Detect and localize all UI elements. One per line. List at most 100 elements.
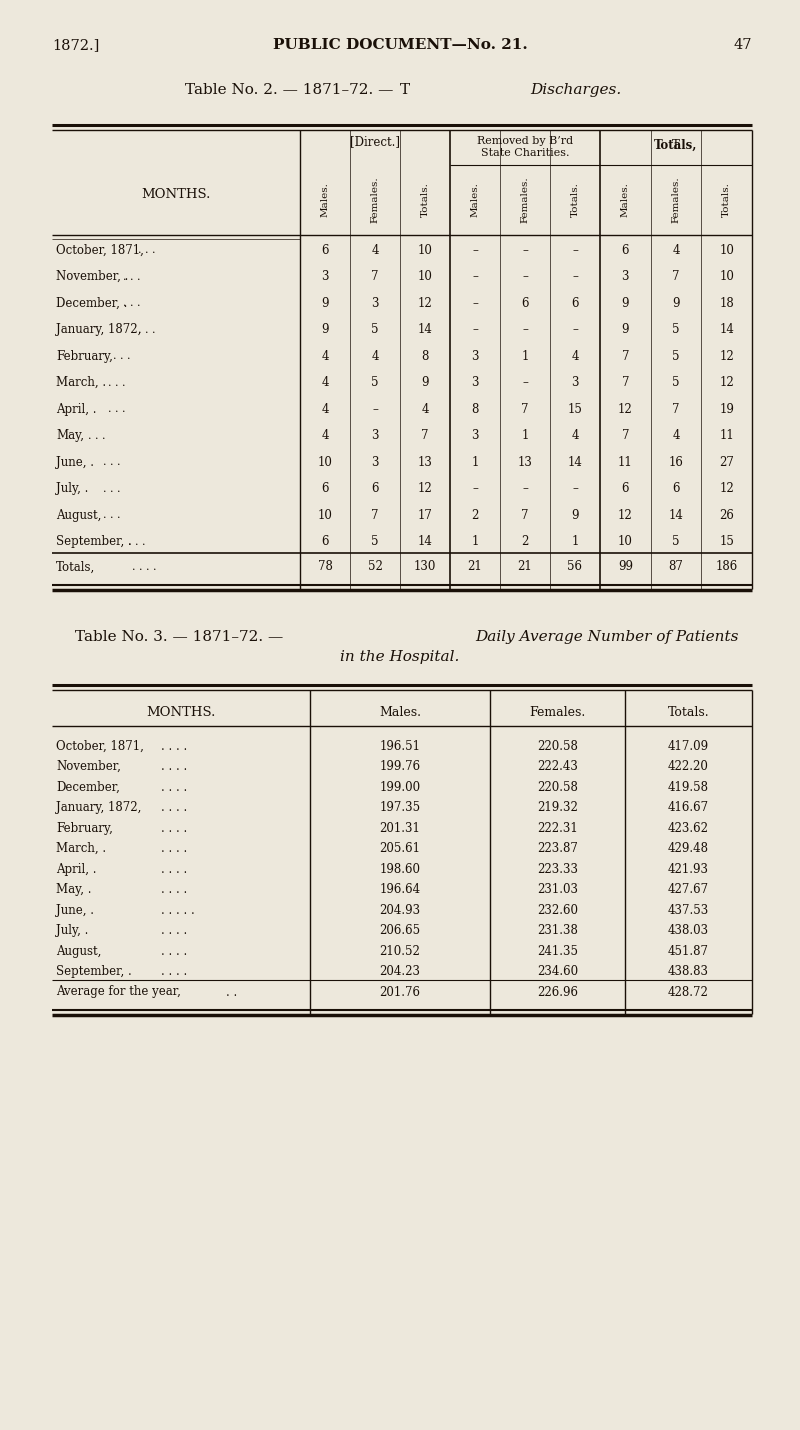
Text: 204.93: 204.93 xyxy=(379,904,421,917)
Text: Females.: Females. xyxy=(530,705,586,718)
Text: 6: 6 xyxy=(672,482,680,495)
Text: 11: 11 xyxy=(719,429,734,442)
Text: 3: 3 xyxy=(371,429,378,442)
Text: 15: 15 xyxy=(567,403,582,416)
Text: . . . .: . . . . xyxy=(161,781,187,794)
Text: 1: 1 xyxy=(571,535,578,548)
Text: . . .: . . . xyxy=(103,511,121,521)
Text: 198.60: 198.60 xyxy=(379,862,421,875)
Text: Totals,: Totals, xyxy=(56,561,95,573)
Text: June, .: June, . xyxy=(56,904,94,917)
Text: February,: February, xyxy=(56,822,113,835)
Text: 199.76: 199.76 xyxy=(379,761,421,774)
Text: 428.72: 428.72 xyxy=(668,985,709,998)
Text: 27: 27 xyxy=(719,456,734,469)
Text: MONTHS.: MONTHS. xyxy=(142,189,210,202)
Text: 12: 12 xyxy=(618,403,633,416)
Text: 130: 130 xyxy=(414,561,436,573)
Text: Males.: Males. xyxy=(621,183,630,217)
Text: November,: November, xyxy=(56,761,121,774)
Text: 3: 3 xyxy=(571,376,578,389)
Text: January, 1872,: January, 1872, xyxy=(56,801,142,814)
Text: 204.23: 204.23 xyxy=(379,965,421,978)
Text: June, .: June, . xyxy=(56,456,94,469)
Text: 7: 7 xyxy=(622,429,629,442)
Text: 4: 4 xyxy=(322,403,329,416)
Text: 10: 10 xyxy=(318,509,333,522)
Text: . . .: . . . xyxy=(138,325,155,335)
Text: 201.76: 201.76 xyxy=(379,985,421,998)
Text: 7: 7 xyxy=(371,270,378,283)
Text: 9: 9 xyxy=(571,509,578,522)
Text: 4: 4 xyxy=(672,429,680,442)
Text: 47: 47 xyxy=(734,39,752,51)
Text: 3: 3 xyxy=(371,297,378,310)
Text: 422.20: 422.20 xyxy=(668,761,709,774)
Text: May, .: May, . xyxy=(56,884,91,897)
Text: 21: 21 xyxy=(468,561,482,573)
Text: 4: 4 xyxy=(571,350,578,363)
Text: 4: 4 xyxy=(322,350,329,363)
Text: . . .: . . . xyxy=(128,536,146,546)
Text: 5: 5 xyxy=(672,323,680,336)
Text: 205.61: 205.61 xyxy=(379,842,421,855)
Text: MONTHS.: MONTHS. xyxy=(146,705,216,718)
Text: . . .: . . . xyxy=(138,246,155,255)
Text: 10: 10 xyxy=(418,270,433,283)
Text: 2: 2 xyxy=(471,509,478,522)
Text: 9: 9 xyxy=(672,297,680,310)
Text: 14: 14 xyxy=(567,456,582,469)
Text: . . .: . . . xyxy=(88,430,106,440)
Text: 14: 14 xyxy=(418,535,433,548)
Text: 9: 9 xyxy=(322,297,329,310)
Text: 427.67: 427.67 xyxy=(668,884,709,897)
Text: 6: 6 xyxy=(322,243,329,257)
Text: 9: 9 xyxy=(622,297,629,310)
Text: Table No. 2. — 1871–72. —: Table No. 2. — 1871–72. — xyxy=(185,83,398,97)
Text: 231.38: 231.38 xyxy=(537,924,578,937)
Text: 8: 8 xyxy=(471,403,478,416)
Text: 12: 12 xyxy=(418,482,432,495)
Text: 437.53: 437.53 xyxy=(668,904,709,917)
Text: 219.32: 219.32 xyxy=(537,801,578,814)
Text: January, 1872,: January, 1872, xyxy=(56,323,142,336)
Text: 5: 5 xyxy=(371,535,378,548)
Text: 4: 4 xyxy=(422,403,429,416)
Text: 7: 7 xyxy=(371,509,378,522)
Text: . . . .: . . . . xyxy=(161,822,187,835)
Text: 201.31: 201.31 xyxy=(379,822,421,835)
Text: 9: 9 xyxy=(322,323,329,336)
Text: Totals.: Totals. xyxy=(421,183,430,217)
Text: 222.43: 222.43 xyxy=(537,761,578,774)
Text: –: – xyxy=(472,323,478,336)
Text: 6: 6 xyxy=(522,297,529,310)
Text: Table No. 3. — 1871–72. —: Table No. 3. — 1871–72. — xyxy=(75,631,288,644)
Text: –: – xyxy=(372,403,378,416)
Text: . . . .: . . . . xyxy=(161,761,187,774)
Text: 13: 13 xyxy=(418,456,433,469)
Text: 9: 9 xyxy=(622,323,629,336)
Text: Females.: Females. xyxy=(671,177,681,223)
Text: Daily Average Number of Patients: Daily Average Number of Patients xyxy=(475,631,738,644)
Text: –: – xyxy=(572,482,578,495)
Text: 1872.]: 1872.] xyxy=(52,39,99,51)
Text: 7: 7 xyxy=(672,270,680,283)
Text: April, .: April, . xyxy=(56,403,97,416)
Text: December, .: December, . xyxy=(56,297,127,310)
Text: 1: 1 xyxy=(522,350,529,363)
Text: 419.58: 419.58 xyxy=(668,781,709,794)
Text: 416.67: 416.67 xyxy=(668,801,709,814)
Text: 2: 2 xyxy=(522,535,529,548)
Text: 52: 52 xyxy=(367,561,382,573)
Text: 5: 5 xyxy=(371,376,378,389)
Text: 7: 7 xyxy=(622,376,629,389)
Text: State Charities.: State Charities. xyxy=(481,147,570,157)
Text: February,: February, xyxy=(56,350,113,363)
Text: 220.58: 220.58 xyxy=(537,781,578,794)
Text: –: – xyxy=(472,297,478,310)
Text: 6: 6 xyxy=(322,535,329,548)
Text: 226.96: 226.96 xyxy=(537,985,578,998)
Text: 1: 1 xyxy=(522,429,529,442)
Text: 26: 26 xyxy=(719,509,734,522)
Text: March, .: March, . xyxy=(56,842,106,855)
